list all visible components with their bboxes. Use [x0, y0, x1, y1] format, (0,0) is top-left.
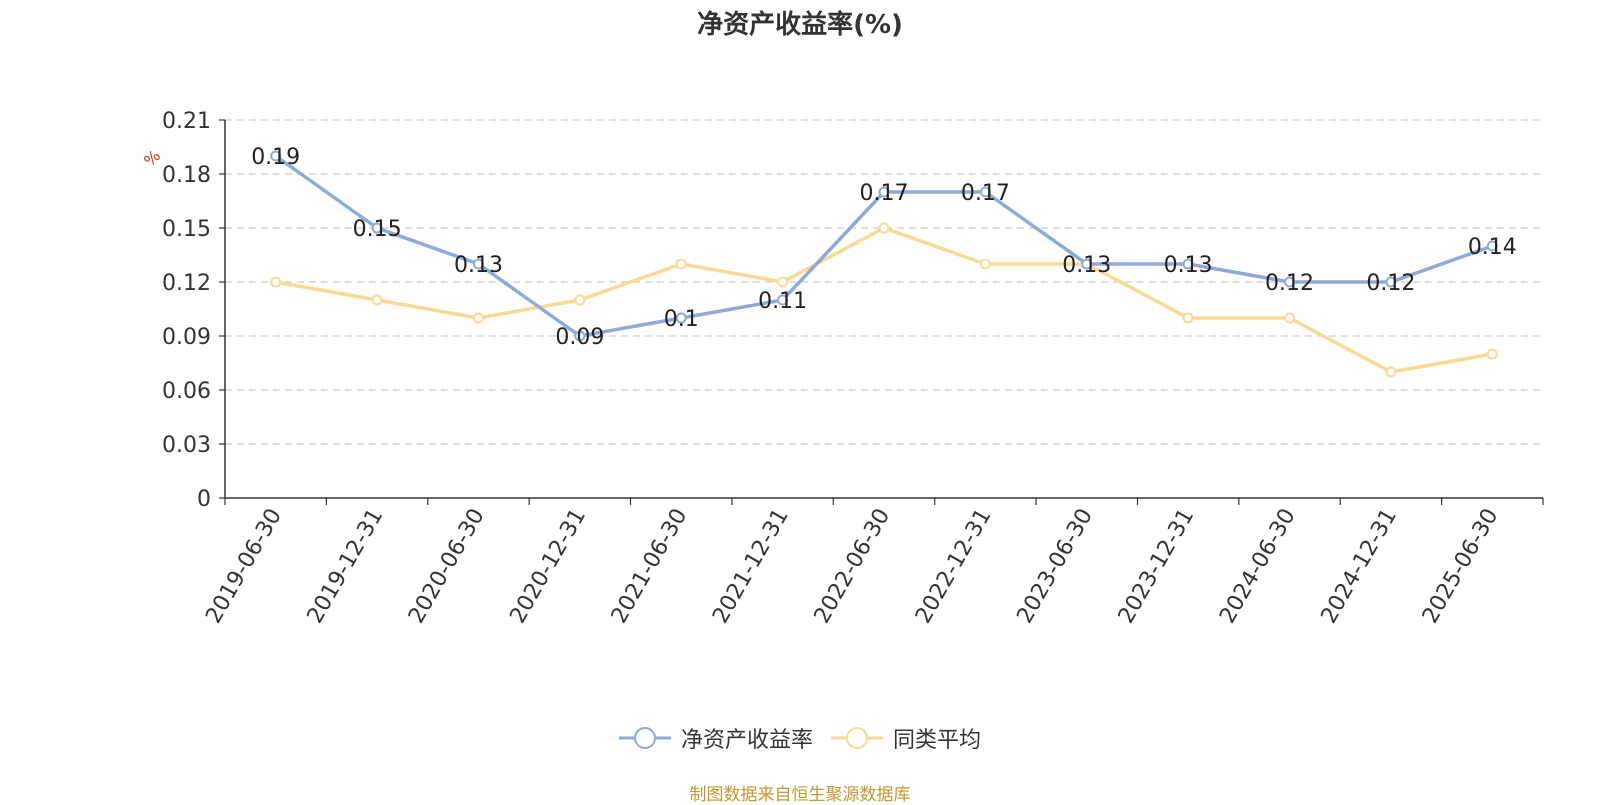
data-point-roe — [979, 186, 991, 198]
data-point-roe — [1284, 276, 1296, 288]
y-tick-label: 0.06 — [162, 379, 211, 404]
data-point-peer-average — [1385, 366, 1397, 378]
data-label-roe: 0.09 — [555, 325, 604, 350]
y-tick-label: 0.15 — [162, 217, 211, 242]
x-tick-label: 2020-06-30 — [404, 505, 490, 628]
data-point-peer-average — [574, 294, 586, 306]
data-point-roe — [270, 150, 282, 162]
x-tick-label: 2021-12-31 — [708, 505, 794, 628]
y-tick-label: 0.12 — [162, 271, 211, 296]
legend-item-roe[interactable]: 净资产收益率 — [618, 722, 813, 754]
data-point-peer-average — [878, 222, 890, 234]
data-point-roe — [777, 294, 789, 306]
x-tick-label: 2023-12-31 — [1114, 505, 1200, 628]
data-label-roe: 0.11 — [758, 289, 807, 314]
legend-label-roe: 净资产收益率 — [680, 728, 813, 753]
data-label-roe: 0.19 — [251, 145, 300, 170]
legend-swatch-roe — [618, 727, 671, 749]
data-point-peer-average — [1182, 312, 1194, 324]
data-label-roe: 0.17 — [961, 181, 1010, 206]
data-point-peer-average — [979, 258, 991, 270]
x-tick-label: 2019-12-31 — [303, 505, 389, 628]
series-line-peer-average — [275, 226, 1493, 374]
legend-label-peer-average: 同类平均 — [893, 728, 982, 753]
y-tick-label: 0.09 — [162, 325, 211, 350]
data-label-roe: 0.12 — [1366, 271, 1415, 296]
x-tick-label: 2023-06-30 — [1012, 505, 1098, 628]
source-note: 制图数据来自恒生聚源数据库 — [689, 785, 911, 805]
data-point-peer-average — [1284, 312, 1296, 324]
data-point-peer-average — [675, 258, 687, 270]
y-tick-label: 0 — [197, 487, 211, 512]
data-point-peer-average — [1486, 348, 1498, 360]
data-point-roe — [1486, 240, 1498, 252]
legend-item-peer-average[interactable]: 同类平均 — [831, 722, 981, 754]
data-point-roe — [574, 330, 586, 342]
y-tick-label: 0.03 — [162, 433, 211, 458]
x-tick-label: 2024-06-30 — [1215, 505, 1301, 628]
data-label-roe: 0.13 — [1164, 253, 1213, 278]
data-point-roe — [1081, 258, 1093, 270]
data-point-peer-average — [777, 276, 789, 288]
data-point-roe — [675, 312, 687, 324]
x-tick-label: 2024-12-31 — [1317, 505, 1403, 628]
x-tick-label: 2022-06-30 — [810, 505, 896, 628]
x-tick-label: 2025-06-30 — [1418, 505, 1504, 628]
data-point-peer-average — [371, 294, 383, 306]
data-label-roe: 0.14 — [1468, 235, 1517, 260]
legend-swatch-peer-average — [831, 727, 883, 749]
x-tick-label: 2021-06-30 — [607, 505, 693, 628]
data-point-peer-average — [270, 276, 282, 288]
data-point-roe — [1182, 258, 1194, 270]
data-point-roe — [1385, 276, 1397, 288]
x-tick-label: 2019-06-30 — [201, 505, 287, 628]
data-label-roe: 0.17 — [860, 181, 909, 206]
x-tick-label: 2022-12-31 — [911, 505, 997, 628]
x-tick-label: 2020-12-31 — [505, 505, 591, 628]
data-point-peer-average — [472, 312, 484, 324]
y-tick-label: 0.21 — [162, 109, 211, 134]
chart-title: 净资产收益率(%) — [697, 10, 903, 40]
data-point-roe — [878, 186, 890, 198]
data-label-roe: 0.15 — [353, 217, 402, 242]
data-point-roe — [371, 222, 383, 234]
legend: 净资产收益率 同类平均 — [0, 722, 1600, 754]
data-label-roe: 0.13 — [454, 253, 503, 278]
y-axis-unit: % — [140, 146, 164, 170]
data-point-roe — [472, 258, 484, 270]
y-tick-label: 0.18 — [162, 163, 211, 188]
data-label-roe: 0.1 — [664, 307, 699, 332]
data-label-roe: 0.13 — [1062, 253, 1111, 278]
data-label-roe: 0.12 — [1265, 271, 1314, 296]
